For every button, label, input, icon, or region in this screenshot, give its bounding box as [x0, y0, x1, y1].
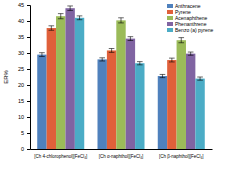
x-tick: [Ch β-naphthol][FeCl₄] — [159, 149, 204, 159]
error-bar — [178, 38, 184, 43]
y-tick: 10 — [18, 114, 30, 120]
y-tick: 25 — [18, 66, 30, 72]
x-tick-label: [Ch α-naphthol][FeCl₄] — [99, 154, 144, 159]
y-tick-label: 0 — [21, 146, 24, 152]
legend-label: Benzo (a) pyrene — [175, 27, 214, 33]
y-tick-label: 5 — [21, 130, 24, 136]
y-tick-label: 35 — [18, 34, 24, 40]
y-tick: 20 — [18, 82, 30, 88]
chart: 0 5 10 15 20 25 30 35 40 45 [Ch 4-chlorophenol][Fe… — [0, 0, 227, 189]
bar — [195, 79, 204, 149]
error-bar — [188, 52, 194, 55]
legend: AnthracenePyreneAcenaphthenePhenanthrene… — [167, 3, 214, 33]
y-axis-line — [27, 6, 31, 150]
x-tick-label: [Ch 4-chlorophenol][FeCl₄] — [34, 154, 87, 159]
y-tick: 40 — [18, 18, 30, 24]
x-tick: [Ch α-naphthol][FeCl₄] — [99, 149, 144, 159]
error-bar — [49, 26, 55, 30]
error-bar — [169, 58, 175, 62]
y-tick-line — [27, 117, 30, 118]
y-tick-line — [27, 5, 30, 6]
y-tick: 5 — [21, 130, 30, 136]
y-tick-label: 20 — [18, 82, 24, 88]
legend-swatch — [167, 28, 173, 32]
y-tick-line — [27, 149, 30, 150]
y-tick-line — [27, 85, 30, 86]
bar — [107, 50, 116, 149]
error-bar — [58, 14, 64, 19]
bar — [65, 8, 74, 149]
bar — [47, 28, 56, 149]
legend-swatch — [167, 22, 173, 26]
bar — [177, 40, 186, 149]
bar — [37, 55, 46, 149]
y-tick-label: 45 — [18, 2, 24, 8]
y-tick: 15 — [18, 98, 30, 104]
plot: 0 5 10 15 20 25 30 35 40 45 [Ch 4-chlorophenol][Fe… — [18, 2, 213, 159]
y-axis: 0 5 10 15 20 25 30 35 40 45 — [18, 2, 31, 152]
error-bar — [128, 37, 134, 41]
y-axis-title: ER% — [3, 70, 9, 84]
bar — [126, 39, 135, 149]
legend-swatch — [167, 16, 173, 20]
error-bar — [197, 77, 203, 80]
bar — [116, 20, 125, 149]
legend-swatch — [167, 4, 173, 8]
x-tick: [Ch 4-chlorophenol][FeCl₄] — [34, 149, 87, 159]
y-tick-label: 25 — [18, 66, 24, 72]
y-tick: 30 — [18, 50, 30, 56]
error-bar — [99, 58, 105, 61]
bar — [158, 76, 167, 149]
y-tick-label: 15 — [18, 98, 24, 104]
x-tick-label: [Ch β-naphthol][FeCl₄] — [159, 154, 204, 159]
y-tick: 35 — [18, 34, 30, 40]
y-tick-label: 10 — [18, 114, 24, 120]
error-bar — [160, 74, 166, 77]
y-tick: 45 — [18, 2, 30, 8]
y-tick-line — [27, 53, 30, 54]
y-tick-line — [27, 101, 30, 102]
x-axis: [Ch 4-chlorophenol][FeCl₄] [Ch α-naphthol… — [31, 149, 213, 159]
legend-swatch — [167, 10, 173, 14]
y-tick-label: 40 — [18, 18, 24, 24]
error-bar — [67, 6, 73, 10]
bar — [56, 16, 65, 149]
bar — [97, 59, 106, 149]
y-tick-line — [27, 21, 30, 22]
error-bar — [77, 16, 83, 20]
y-tick-line — [27, 37, 30, 38]
y-tick: 0 — [21, 146, 30, 152]
bar — [75, 18, 84, 149]
error-bar — [137, 62, 143, 65]
error-bar — [118, 18, 124, 23]
x-axis-line — [31, 149, 213, 150]
y-tick-line — [27, 133, 30, 134]
error-bar — [39, 53, 45, 57]
bar — [167, 60, 176, 149]
y-tick-label: 30 — [18, 50, 24, 56]
y-tick-line — [27, 69, 30, 70]
bar — [186, 54, 195, 149]
bar — [135, 63, 144, 149]
error-bar — [109, 49, 115, 53]
